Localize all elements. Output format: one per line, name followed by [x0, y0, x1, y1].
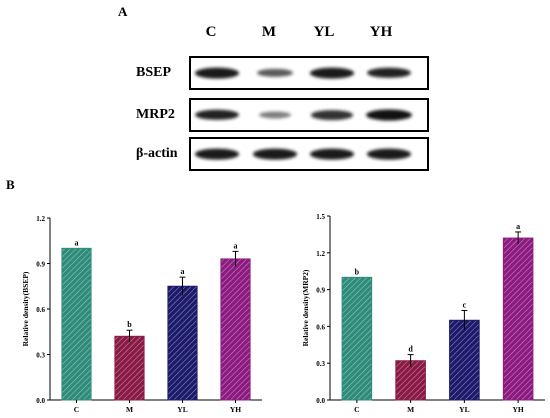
band-c: [194, 148, 240, 160]
y-tick-label: 0.9: [316, 287, 325, 295]
blot-beta-actin: [189, 137, 429, 171]
x-tick-label: C: [74, 405, 79, 414]
band-m: [258, 111, 292, 119]
bar-yl: [167, 285, 198, 401]
band-yl: [309, 67, 355, 79]
x-tick-label: YL: [459, 405, 469, 414]
bar-yh: [220, 258, 251, 401]
significance-letter: a: [181, 267, 185, 276]
blot-label-beta-actin: β-actin: [136, 146, 178, 161]
y-tick-label: 0.0: [316, 397, 325, 405]
x-tick-label: YH: [513, 405, 524, 414]
y-tick-label: 0.6: [316, 323, 325, 331]
panel-a-letter: A: [118, 4, 128, 19]
band-yh: [366, 148, 412, 160]
y-tick-label: 1.2: [36, 215, 45, 223]
y-tick-label: 0.3: [316, 360, 325, 368]
x-tick-label: C: [354, 405, 359, 414]
blot-mrp2: [189, 98, 429, 132]
bar-c: [61, 247, 92, 401]
mrp2-bar-chart: 0.0 0.3 0.6 0.9 1.2 1.5 Relative density(MRP2)…: [301, 213, 545, 414]
band-m: [252, 148, 298, 160]
y-tick-label: 0.9: [36, 261, 45, 269]
lane-label-yl: YL: [313, 24, 335, 40]
band-yh: [366, 109, 412, 121]
band-yl: [311, 110, 353, 120]
lane-label-c: C: [205, 24, 217, 40]
band-c: [195, 109, 239, 121]
y-tick-label: 0.0: [36, 397, 45, 405]
y-tick-label: 1.2: [316, 250, 325, 258]
bar-yh: [502, 237, 534, 401]
x-tick-label: M: [407, 405, 414, 414]
significance-letter: b: [355, 267, 360, 276]
y-axis-label: Relative density(MRP2): [301, 269, 310, 346]
bsep-bar-chart: 0.0 0.3 0.6 0.9 1.2 Relative density(BSEP) a Cb…: [21, 215, 262, 414]
significance-letter: a: [234, 241, 238, 250]
significance-letter: a: [516, 222, 520, 231]
western-blot-panel: A C M YL YH BSEP MRP2 β-actin: [0, 0, 550, 175]
lane-label-yh: YH: [369, 24, 393, 40]
significance-letter: a: [75, 238, 79, 247]
y-tick-label: 0.3: [36, 352, 45, 360]
panel-b-letter: B: [6, 177, 15, 192]
significance-letter: b: [127, 320, 132, 329]
x-tick-label: M: [126, 405, 133, 414]
y-axis-label: Relative density(BSEP): [21, 271, 30, 346]
x-tick-label: YH: [230, 405, 241, 414]
bar-c: [341, 276, 373, 401]
band-yl: [309, 148, 355, 160]
lane-label-m: M: [261, 24, 277, 40]
band-m: [256, 68, 294, 78]
blot-label-mrp2: MRP2: [136, 107, 175, 122]
significance-letter: d: [408, 345, 413, 354]
y-tick-label: 1.5: [316, 213, 325, 221]
blot-label-bsep: BSEP: [136, 65, 172, 80]
bar-m: [114, 335, 145, 401]
y-tick-label: 0.6: [36, 306, 45, 314]
bar-yl: [449, 319, 480, 401]
band-c: [194, 67, 240, 79]
significance-letter: c: [463, 300, 467, 309]
band-yh: [367, 67, 411, 79]
x-tick-label: YL: [177, 405, 187, 414]
blot-bsep: [189, 56, 429, 90]
